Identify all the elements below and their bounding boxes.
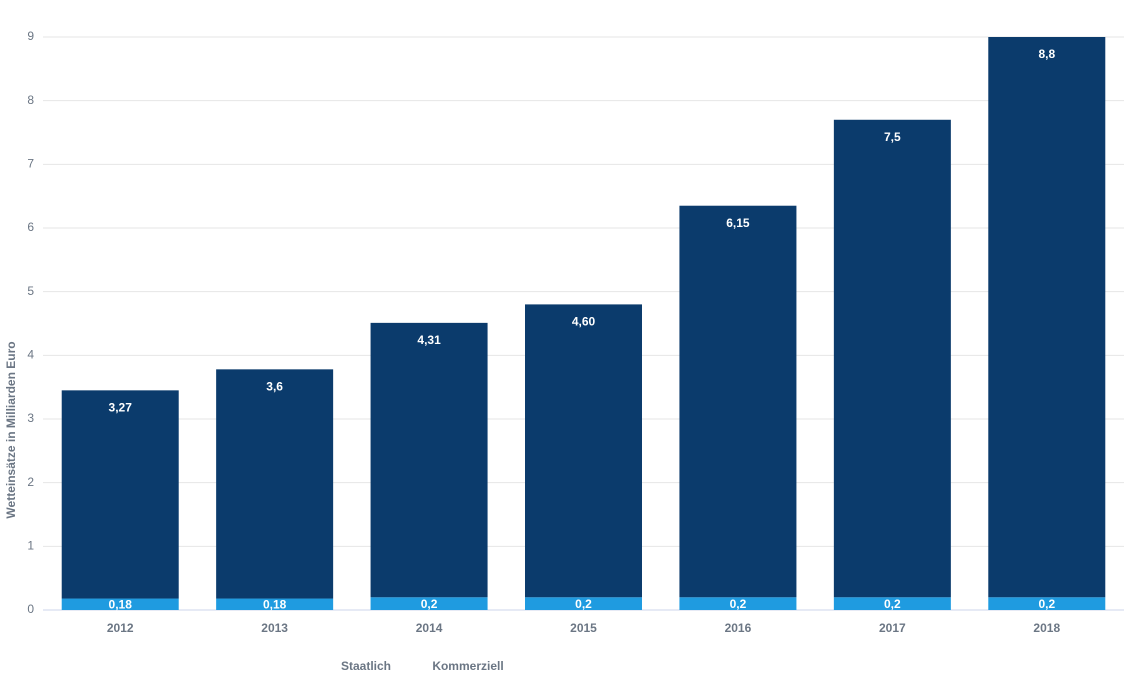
bar-segment (679, 205, 797, 598)
bar-segment (216, 598, 334, 610)
bar-segment (988, 597, 1106, 610)
x-tick-label: 2013 (261, 621, 288, 635)
y-tick-label: 8 (27, 93, 34, 107)
data-label: 3,6 (266, 380, 283, 394)
bar-segment (525, 304, 642, 598)
y-tick-label: 4 (27, 348, 34, 362)
bar-segment (525, 597, 642, 610)
data-label: 0,2 (1038, 597, 1055, 611)
legend-item: Kommerziell (432, 659, 503, 673)
data-label: 0,2 (730, 597, 747, 611)
y-tick-label: 3 (27, 411, 34, 425)
bar-segment (61, 390, 179, 599)
data-label: 3,27 (109, 401, 133, 415)
data-label: 7,5 (884, 130, 901, 144)
bar-segment (216, 369, 334, 599)
x-tick-label: 2016 (725, 621, 752, 635)
x-tick-label: 2012 (107, 621, 134, 635)
y-tick-label: 5 (27, 284, 34, 298)
bar-segment (833, 597, 951, 610)
y-tick-label: 1 (27, 539, 34, 553)
data-label: 0,18 (263, 597, 287, 611)
data-label: 0,2 (421, 597, 438, 611)
x-tick-label: 2018 (1033, 621, 1060, 635)
x-tick-label: 2015 (570, 621, 597, 635)
y-axis-title: Wetteinsätze in Milliarden Euro (4, 341, 18, 518)
data-label: 6,15 (726, 216, 750, 230)
bar-segment (988, 37, 1106, 598)
data-label: 8,8 (1038, 47, 1055, 61)
data-label: 0,2 (575, 597, 592, 611)
y-tick-label: 7 (27, 157, 34, 171)
y-tick-label: 0 (27, 602, 34, 616)
bar-segment (679, 597, 797, 610)
bar-segment (370, 322, 488, 598)
bar-segment (833, 119, 951, 598)
y-tick-label: 2 (27, 475, 34, 489)
bar-segment (370, 597, 488, 610)
y-tick-label: 6 (27, 220, 34, 234)
data-label: 0,2 (884, 597, 901, 611)
legend-item: Staatlich (341, 659, 391, 673)
data-label: 4,60 (572, 315, 596, 329)
y-tick-label: 9 (27, 29, 34, 43)
bar-segment (61, 598, 179, 610)
data-label: 0,18 (109, 597, 133, 611)
x-tick-label: 2017 (879, 621, 906, 635)
data-label: 4,31 (417, 333, 441, 347)
x-tick-label: 2014 (416, 621, 443, 635)
